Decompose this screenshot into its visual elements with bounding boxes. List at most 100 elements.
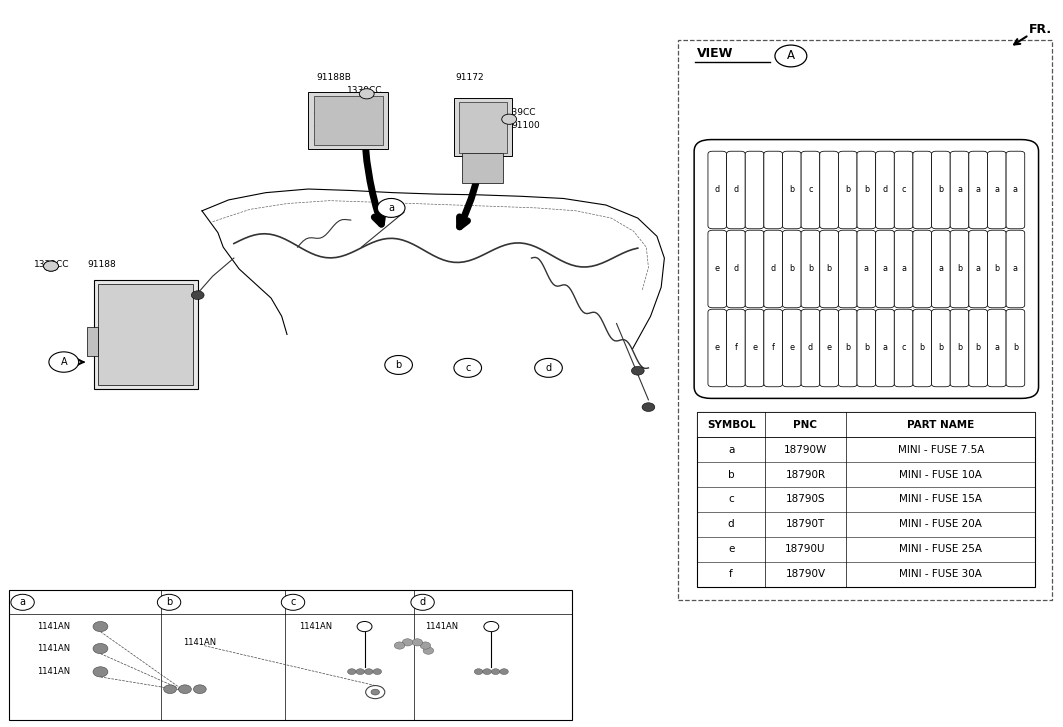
Circle shape — [502, 114, 517, 124]
Text: e: e — [790, 343, 794, 353]
Circle shape — [157, 594, 181, 610]
Text: 91188B: 91188B — [317, 73, 352, 82]
Circle shape — [775, 45, 807, 67]
Circle shape — [366, 686, 385, 699]
Circle shape — [94, 643, 108, 654]
Text: d: d — [420, 598, 425, 607]
Bar — [9, 590, 572, 720]
Text: 1141AN: 1141AN — [36, 622, 70, 631]
FancyBboxPatch shape — [988, 230, 1006, 308]
Bar — [98, 284, 193, 385]
Text: b: b — [789, 265, 794, 273]
Text: PART NAME: PART NAME — [907, 419, 975, 430]
Text: f: f — [729, 569, 733, 579]
Text: 91172: 91172 — [455, 73, 484, 82]
Text: a: a — [1013, 185, 1018, 195]
Circle shape — [412, 639, 423, 646]
Text: d: d — [714, 185, 720, 195]
Text: b: b — [864, 343, 868, 353]
Circle shape — [282, 594, 305, 610]
Text: e: e — [714, 265, 720, 273]
Bar — [462, 153, 503, 183]
Circle shape — [359, 89, 374, 99]
Text: 18790R: 18790R — [786, 470, 826, 480]
Text: c: c — [465, 363, 471, 373]
Text: 91100: 91100 — [511, 121, 540, 129]
FancyBboxPatch shape — [802, 151, 820, 229]
FancyBboxPatch shape — [727, 309, 745, 387]
FancyBboxPatch shape — [782, 151, 802, 229]
Text: a: a — [976, 185, 981, 195]
Text: c: c — [901, 185, 906, 195]
FancyBboxPatch shape — [988, 151, 1006, 229]
FancyBboxPatch shape — [839, 230, 857, 308]
Circle shape — [420, 642, 431, 649]
Bar — [678, 40, 1052, 600]
FancyBboxPatch shape — [894, 151, 913, 229]
FancyBboxPatch shape — [1006, 309, 1025, 387]
Circle shape — [385, 356, 412, 374]
Text: b: b — [808, 265, 813, 273]
Bar — [314, 96, 383, 145]
Text: b: b — [957, 265, 962, 273]
FancyBboxPatch shape — [802, 309, 820, 387]
FancyBboxPatch shape — [708, 309, 727, 387]
Text: d: d — [882, 185, 888, 195]
Circle shape — [373, 669, 382, 675]
Text: a: a — [882, 265, 888, 273]
Text: d: d — [771, 265, 776, 273]
Circle shape — [164, 685, 176, 694]
Bar — [94, 280, 198, 389]
FancyBboxPatch shape — [876, 230, 894, 308]
Text: e: e — [827, 343, 831, 353]
Text: b: b — [827, 265, 831, 273]
Circle shape — [179, 685, 191, 694]
FancyBboxPatch shape — [988, 309, 1006, 387]
Circle shape — [44, 261, 58, 271]
Circle shape — [49, 352, 79, 372]
Text: A: A — [61, 357, 67, 367]
FancyBboxPatch shape — [820, 309, 839, 387]
Text: b: b — [976, 343, 981, 353]
FancyBboxPatch shape — [950, 151, 968, 229]
Text: a: a — [957, 185, 962, 195]
Text: a: a — [882, 343, 888, 353]
Text: e: e — [728, 545, 735, 554]
Text: b: b — [166, 598, 172, 607]
Text: 91188: 91188 — [87, 260, 116, 269]
Bar — [454, 98, 512, 156]
Text: MINI - FUSE 10A: MINI - FUSE 10A — [899, 470, 982, 480]
FancyBboxPatch shape — [708, 230, 727, 308]
FancyBboxPatch shape — [745, 309, 764, 387]
Circle shape — [454, 358, 482, 377]
Text: b: b — [845, 185, 850, 195]
FancyBboxPatch shape — [931, 230, 950, 308]
Circle shape — [474, 669, 483, 675]
Text: MINI - FUSE 25A: MINI - FUSE 25A — [899, 545, 982, 554]
Text: d: d — [808, 343, 813, 353]
FancyBboxPatch shape — [764, 309, 782, 387]
Text: 18790V: 18790V — [786, 569, 826, 579]
Circle shape — [377, 198, 405, 217]
Text: MINI - FUSE 15A: MINI - FUSE 15A — [899, 494, 982, 505]
Circle shape — [423, 647, 434, 654]
FancyBboxPatch shape — [857, 151, 876, 229]
Circle shape — [356, 669, 365, 675]
Text: MINI - FUSE 30A: MINI - FUSE 30A — [899, 569, 982, 579]
FancyBboxPatch shape — [764, 230, 782, 308]
Text: b: b — [845, 343, 850, 353]
FancyBboxPatch shape — [968, 151, 988, 229]
FancyBboxPatch shape — [745, 151, 764, 229]
Text: e: e — [714, 343, 720, 353]
Text: a: a — [939, 265, 943, 273]
FancyBboxPatch shape — [913, 151, 931, 229]
FancyBboxPatch shape — [968, 309, 988, 387]
Text: 1339CC: 1339CC — [501, 108, 536, 117]
Text: a: a — [994, 185, 999, 195]
Circle shape — [411, 594, 435, 610]
Text: a: a — [19, 598, 26, 607]
Bar — [697, 412, 1035, 587]
Text: c: c — [290, 598, 296, 607]
Bar — [697, 412, 1035, 437]
Bar — [87, 327, 98, 356]
